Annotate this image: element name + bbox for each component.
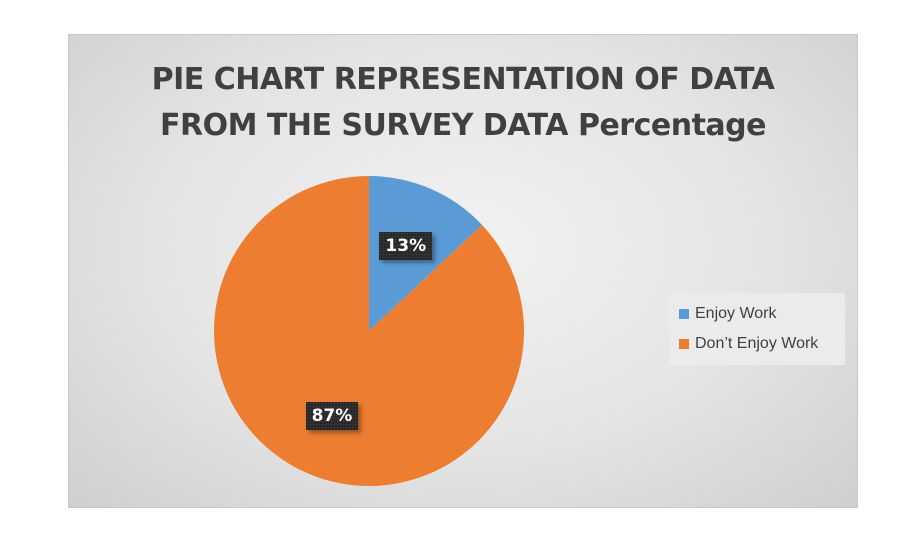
chart-title-line-2: FROM THE SURVEY DATA Percentage [160, 108, 766, 143]
legend: Enjoy Work Don’t Enjoy Work [669, 293, 845, 365]
pie-chart [214, 176, 525, 486]
legend-swatch-enjoy-work [679, 309, 689, 319]
data-label-dont-enjoy-work: 87% [305, 402, 359, 431]
legend-label-dont-enjoy-work: Don’t Enjoy Work [695, 335, 819, 352]
legend-swatch-dont-enjoy-work [679, 339, 689, 349]
chart-title-line-1: PIE CHART REPRESENTATION OF DATA [151, 62, 775, 97]
chart-area: PIE CHART REPRESENTATION OF DATA FROM TH… [68, 34, 858, 508]
chart-title: PIE CHART REPRESENTATION OF DATA FROM TH… [69, 57, 857, 149]
legend-label-enjoy-work: Enjoy Work [695, 305, 777, 322]
legend-item-dont-enjoy-work[interactable]: Don’t Enjoy Work [679, 329, 835, 359]
data-label-enjoy-work: 13% [379, 231, 433, 260]
legend-item-enjoy-work[interactable]: Enjoy Work [679, 299, 835, 329]
pie-slice-dont-enjoy-work[interactable] [214, 176, 525, 486]
